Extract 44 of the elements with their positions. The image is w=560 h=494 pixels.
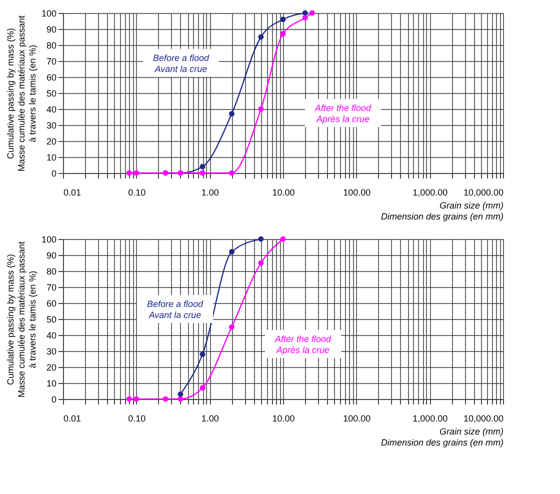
y-axis-title: Cumulative passing by mass (%) Masse cumulée des matériaux passant à travers le tamis (en %) bbox=[5, 14, 38, 172]
x-tick-label: 10.00 bbox=[272, 414, 295, 424]
y-tick-label: 40 bbox=[46, 104, 56, 114]
y-tick-label: 80 bbox=[46, 40, 56, 50]
x-tick-label: 0.01 bbox=[64, 414, 82, 424]
x-tick-label: 100.00 bbox=[343, 414, 371, 424]
y-tick-label: 10 bbox=[46, 152, 56, 162]
y-tick-label: 50 bbox=[46, 314, 56, 324]
y-axis-title: Cumulative passing by mass (%) Masse cumulée des matériaux passant à travers le tamis (en %) bbox=[5, 240, 38, 398]
y-tick-label: 0 bbox=[51, 394, 56, 404]
y-tick-label: 60 bbox=[46, 72, 56, 82]
y-tick-label: 70 bbox=[46, 282, 56, 292]
x-tick-label: 10,000.00 bbox=[463, 188, 504, 198]
y-tick-label: 50 bbox=[46, 88, 56, 98]
text: Before a flood Avant la crue bbox=[152, 53, 210, 74]
x-tick-label: 1.00 bbox=[201, 414, 219, 424]
x-tick-label: 0.10 bbox=[128, 188, 146, 198]
y-tick-label: 30 bbox=[46, 120, 56, 130]
x-axis-title: Grain size (mm) Dimension des grains (en mm) bbox=[380, 200, 504, 222]
y-tick-label: 60 bbox=[46, 298, 56, 308]
text: After the flood Après la crue bbox=[274, 334, 332, 355]
x-tick-label: 1.00 bbox=[201, 188, 219, 198]
y-tick-label: 100 bbox=[41, 8, 56, 18]
y-tick-label: 40 bbox=[46, 330, 56, 340]
y-tick-label: 10 bbox=[46, 378, 56, 388]
y-tick-label: 90 bbox=[46, 250, 56, 260]
x-tick-label: 100.00 bbox=[343, 188, 371, 198]
x-tick-label: 1,000.00 bbox=[412, 414, 448, 424]
y-tick-label: 80 bbox=[46, 266, 56, 276]
y-tick-label: 100 bbox=[41, 234, 56, 244]
x-tick-label: 0.10 bbox=[128, 414, 146, 424]
x-tick-label: 10.00 bbox=[272, 188, 295, 198]
series-label: Before a flood Avant la crue bbox=[146, 299, 204, 320]
x-tick-label: 1,000.00 bbox=[412, 188, 448, 198]
y-tick-label: 20 bbox=[46, 362, 56, 372]
x-tick-label: 10,000.00 bbox=[463, 414, 504, 424]
y-tick-label: 70 bbox=[46, 56, 56, 66]
y-tick-label: 0 bbox=[51, 168, 56, 178]
x-axis-title: Grain size (mm) Dimension des grains (en mm) bbox=[380, 426, 504, 448]
y-tick-label: 20 bbox=[46, 136, 56, 146]
text: After the flood Après la crue bbox=[314, 103, 372, 124]
y-tick-label: 30 bbox=[46, 346, 56, 356]
y-tick-label: 90 bbox=[46, 24, 56, 34]
x-tick-label: 0.01 bbox=[64, 188, 82, 198]
